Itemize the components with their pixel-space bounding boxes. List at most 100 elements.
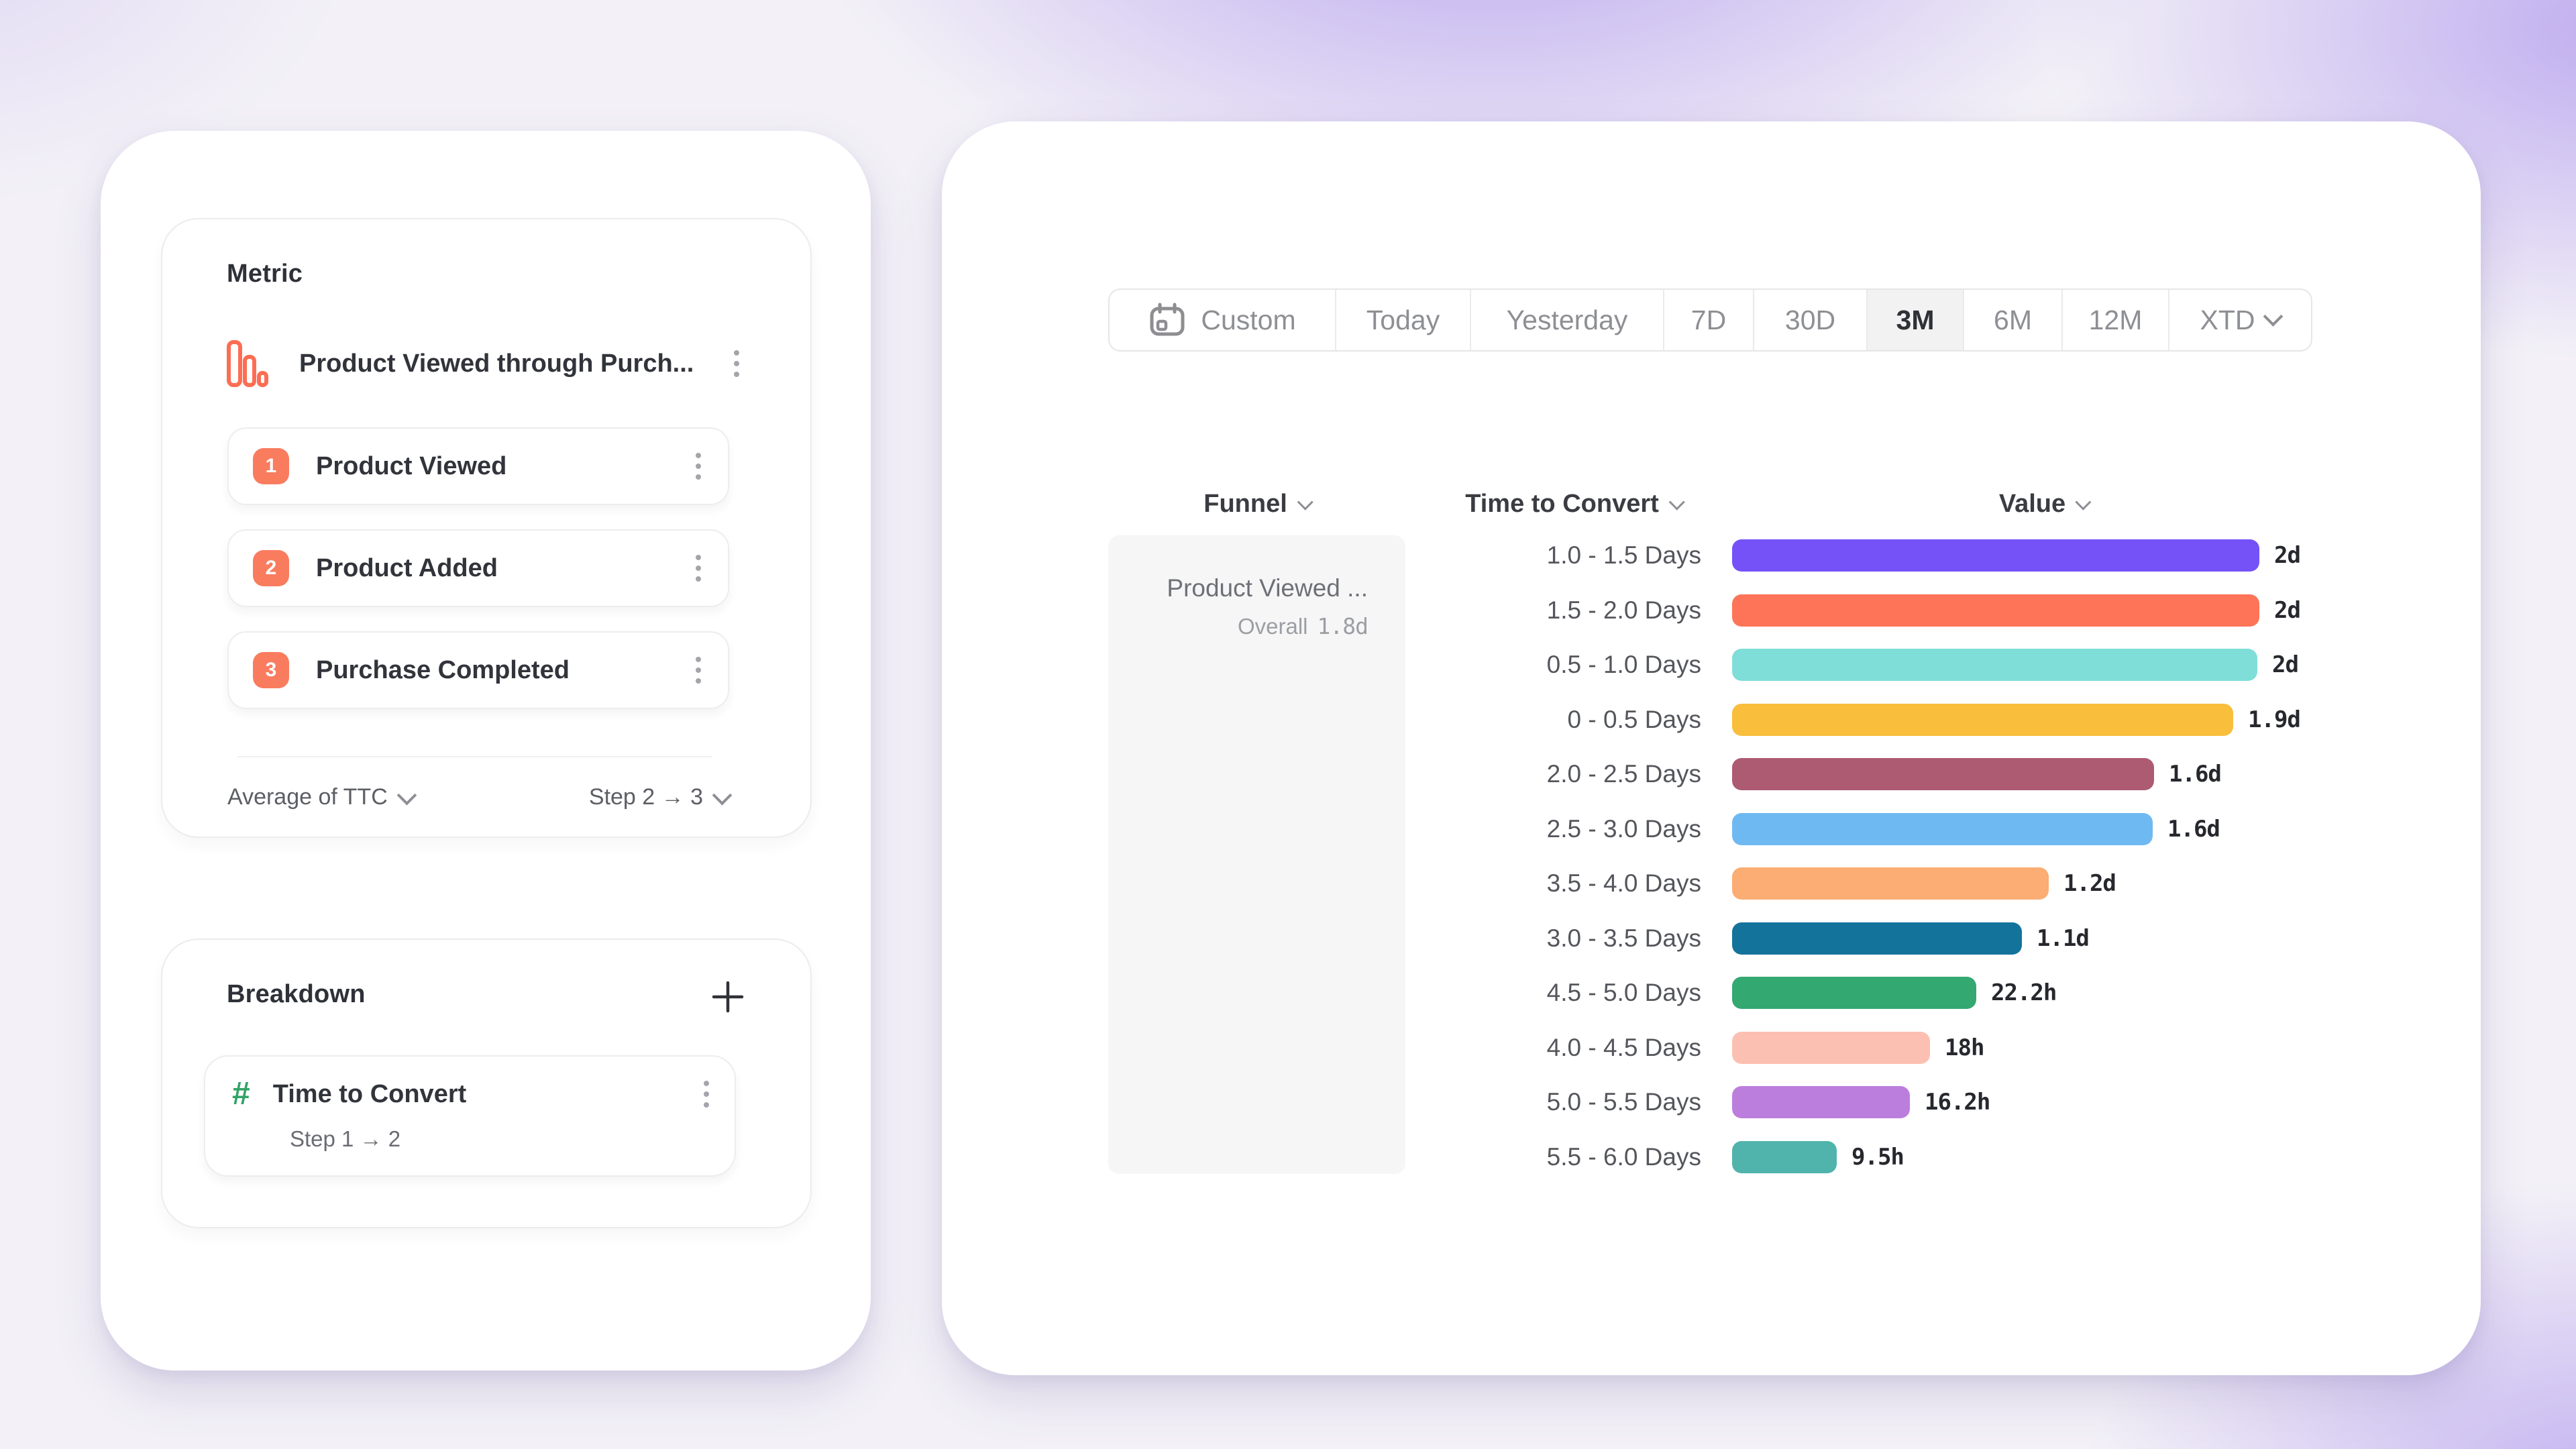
bucket-label: 3.0 - 3.5 Days bbox=[1546, 924, 1701, 952]
tab-6m[interactable]: 6M bbox=[1963, 290, 2061, 350]
step-kebab-menu[interactable] bbox=[689, 650, 708, 690]
funnel-step-row[interactable]: 3 Purchase Completed bbox=[227, 631, 729, 709]
breakdown-step-range[interactable]: Step 1 → 2 bbox=[290, 1126, 401, 1151]
step-kebab-menu[interactable] bbox=[689, 548, 708, 588]
step-label: Purchase Completed bbox=[316, 655, 570, 684]
value-label: 1.6d bbox=[2169, 761, 2222, 788]
chevron-down-icon bbox=[396, 785, 417, 806]
value-bar[interactable] bbox=[1732, 813, 2153, 845]
bucket-label: 0.5 - 1.0 Days bbox=[1546, 651, 1701, 678]
value-label: 1.2d bbox=[2063, 870, 2116, 897]
tab-yesterday[interactable]: Yesterday bbox=[1470, 290, 1663, 350]
chart-row: 4.0 - 4.5 Days 18h bbox=[942, 1020, 2481, 1075]
step-number-badge: 1 bbox=[253, 448, 289, 484]
value-bar[interactable] bbox=[1732, 977, 1976, 1009]
funnel-group-name: Product Viewed ... bbox=[1167, 574, 1368, 602]
chart-row: 5.5 - 6.0 Days 9.5h bbox=[942, 1130, 2481, 1185]
date-range-tabbar: Custom Today Yesterday bbox=[1108, 288, 2312, 352]
add-breakdown-button plus-icon[interactable] bbox=[710, 979, 746, 1015]
step-kebab-menu[interactable] bbox=[689, 446, 708, 486]
breakdown-item[interactable]: # Time to Convert Step 1 → 2 bbox=[204, 1055, 736, 1177]
step-range-select[interactable]: Step 2 → 3 bbox=[589, 784, 733, 810]
bucket-label: 5.0 - 5.5 Days bbox=[1546, 1088, 1701, 1116]
tab-label: 3M bbox=[1896, 304, 1935, 335]
calendar-icon bbox=[1148, 301, 1186, 339]
step-number-badge: 3 bbox=[253, 652, 289, 688]
value-label: 2d bbox=[2272, 651, 2299, 678]
tab-label: 12M bbox=[2088, 304, 2143, 335]
metric-section: Metric Product Viewed through Purch... 1… bbox=[161, 218, 812, 838]
funnel-chart-icon bbox=[227, 340, 268, 387]
value-bar[interactable] bbox=[1732, 649, 2257, 681]
chart-row: 0.5 - 1.0 Days 2d bbox=[942, 637, 2481, 692]
report-panel: Custom Today Yesterday bbox=[942, 121, 2481, 1375]
tab-label: XTD bbox=[2200, 304, 2255, 335]
chevron-down-icon bbox=[2075, 494, 2092, 511]
chart-row: 0 - 0.5 Days 1.9d bbox=[942, 692, 2481, 747]
funnel-step-row[interactable]: 2 Product Added bbox=[227, 529, 729, 607]
value-bar[interactable] bbox=[1732, 1086, 1910, 1118]
value-label: 2d bbox=[2274, 597, 2301, 624]
bucket-label: 0 - 0.5 Days bbox=[1567, 706, 1701, 733]
breakdown-kebab-menu[interactable] bbox=[697, 1074, 716, 1114]
chart-row: 4.5 - 5.0 Days 22.2h bbox=[942, 965, 2481, 1020]
chart-row: 2.5 - 3.0 Days 1.6d bbox=[942, 802, 2481, 857]
bucket-label: 1.0 - 1.5 Days bbox=[1546, 541, 1701, 569]
tab-xtd[interactable]: XTD bbox=[2168, 290, 2310, 350]
metric-name: Product Viewed through Purch... bbox=[299, 349, 694, 378]
tab-label: Today bbox=[1366, 304, 1440, 335]
tab-label: Yesterday bbox=[1506, 304, 1628, 335]
value-bar[interactable] bbox=[1732, 704, 2233, 736]
query-builder-panel: Metric Product Viewed through Purch... 1… bbox=[101, 131, 871, 1371]
tab-7d[interactable]: 7D bbox=[1663, 290, 1753, 350]
overall-value: 1.8d bbox=[1317, 613, 1368, 639]
metric-kebab-menu[interactable] bbox=[727, 343, 746, 384]
tab-3m[interactable]: 3M bbox=[1866, 290, 1963, 350]
breakdown-label: Time to Convert bbox=[272, 1079, 467, 1108]
bucket-label: 4.0 - 4.5 Days bbox=[1546, 1034, 1701, 1061]
value-bar[interactable] bbox=[1732, 1032, 1930, 1064]
funnel-step-row[interactable]: 1 Product Viewed bbox=[227, 427, 729, 505]
bucket-label: 5.5 - 6.0 Days bbox=[1546, 1143, 1701, 1171]
chevron-down-icon bbox=[1668, 494, 1685, 511]
chart-row: 1.5 - 2.0 Days 2d bbox=[942, 583, 2481, 638]
metric-footer: Average of TTC Step 2 → 3 bbox=[227, 773, 733, 820]
value-bar[interactable] bbox=[1732, 922, 2022, 955]
value-bar[interactable] bbox=[1732, 758, 2154, 790]
tab-30d[interactable]: 30D bbox=[1753, 290, 1866, 350]
chevron-down-icon bbox=[712, 785, 733, 806]
value-label: 18h bbox=[1945, 1034, 1984, 1061]
aggregation-select[interactable]: Average of TTC bbox=[227, 784, 417, 810]
breakdown-section-title: Breakdown bbox=[227, 980, 366, 1008]
column-header-time-to-convert[interactable]: Time to Convert bbox=[1465, 484, 1685, 524]
step-number-badge: 2 bbox=[253, 550, 289, 586]
funnel-steps-list: 1 Product Viewed 2 Product Added 3 Purch… bbox=[227, 427, 729, 709]
tab-label: 30D bbox=[1784, 304, 1836, 335]
tab-today[interactable]: Today bbox=[1335, 290, 1470, 350]
column-header-value[interactable]: Value bbox=[1999, 484, 2092, 524]
value-bar[interactable] bbox=[1732, 594, 2259, 627]
value-label: 22.2h bbox=[1991, 979, 2057, 1006]
value-label: 9.5h bbox=[1851, 1144, 1904, 1171]
chart-row: 3.0 - 3.5 Days 1.1d bbox=[942, 911, 2481, 966]
chart-row: 2.0 - 2.5 Days 1.6d bbox=[942, 747, 2481, 802]
value-label: 16.2h bbox=[1925, 1089, 1990, 1116]
value-bar[interactable] bbox=[1732, 539, 2259, 572]
value-bar[interactable] bbox=[1732, 1141, 1837, 1173]
funnel-group-panel: Product Viewed ... Overall 1.8d bbox=[1108, 535, 1405, 1174]
chevron-down-icon bbox=[1297, 494, 1313, 511]
bucket-label: 1.5 - 2.0 Days bbox=[1546, 596, 1701, 624]
value-bar[interactable] bbox=[1732, 867, 2049, 900]
hash-icon: # bbox=[232, 1076, 250, 1112]
metric-item[interactable]: Product Viewed through Purch... bbox=[227, 327, 746, 400]
chart-row: 3.5 - 4.0 Days 1.2d bbox=[942, 856, 2481, 911]
tab-custom[interactable]: Custom bbox=[1110, 290, 1335, 350]
bucket-label: 2.5 - 3.0 Days bbox=[1546, 815, 1701, 843]
tab-label: 7D bbox=[1690, 304, 1727, 335]
tab-12m[interactable]: 12M bbox=[2061, 290, 2168, 350]
chart-row: 1.0 - 1.5 Days 2d bbox=[942, 528, 2481, 583]
column-header-funnel[interactable]: Funnel bbox=[1203, 484, 1313, 524]
chart-row: 5.0 - 5.5 Days 16.2h bbox=[942, 1075, 2481, 1130]
funnel-overall: Overall 1.8d bbox=[1237, 613, 1368, 639]
metric-section-title: Metric bbox=[227, 260, 303, 288]
